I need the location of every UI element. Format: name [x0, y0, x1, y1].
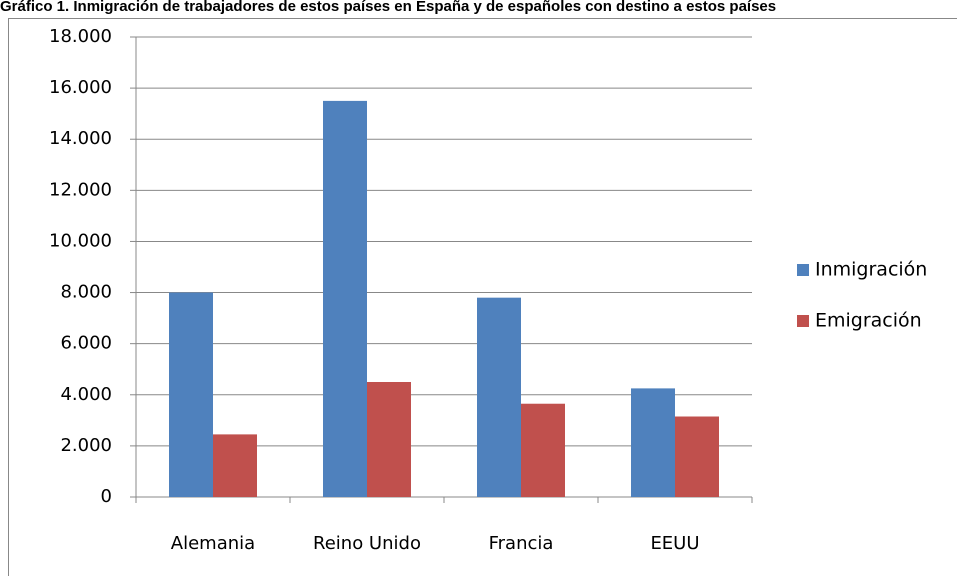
x-tick-label: EEUU [650, 533, 699, 554]
bar [323, 100, 367, 497]
y-tick-label: 10.000 [49, 230, 112, 251]
legend-label: Inmigración [815, 259, 927, 281]
y-tick-label: 18.000 [49, 26, 112, 47]
x-tick-label: Francia [489, 533, 554, 554]
x-tick-label: Reino Unido [313, 533, 421, 554]
y-tick-label: 0 [101, 486, 112, 507]
y-tick-label: 6.000 [60, 333, 112, 354]
legend-swatch [797, 264, 809, 276]
legend-swatch [797, 315, 809, 327]
legend-label: Emigración [815, 310, 922, 332]
chart-title: Gráfico 1. Inmigración de trabajadores d… [0, 0, 776, 15]
x-tick-label: Alemania [171, 533, 255, 554]
y-tick-label: 14.000 [49, 128, 112, 149]
bar [213, 434, 257, 497]
y-tick-label: 2.000 [60, 435, 112, 456]
bar [521, 403, 565, 497]
y-tick-label: 8.000 [60, 282, 112, 303]
bar [675, 416, 719, 497]
y-tick-label: 12.000 [49, 179, 112, 200]
bar [169, 292, 213, 497]
y-tick-label: 16.000 [49, 77, 112, 98]
chart-frame [8, 18, 957, 576]
bar [477, 297, 521, 497]
bar [367, 382, 411, 497]
bar [631, 388, 675, 497]
y-tick-label: 4.000 [60, 384, 112, 405]
